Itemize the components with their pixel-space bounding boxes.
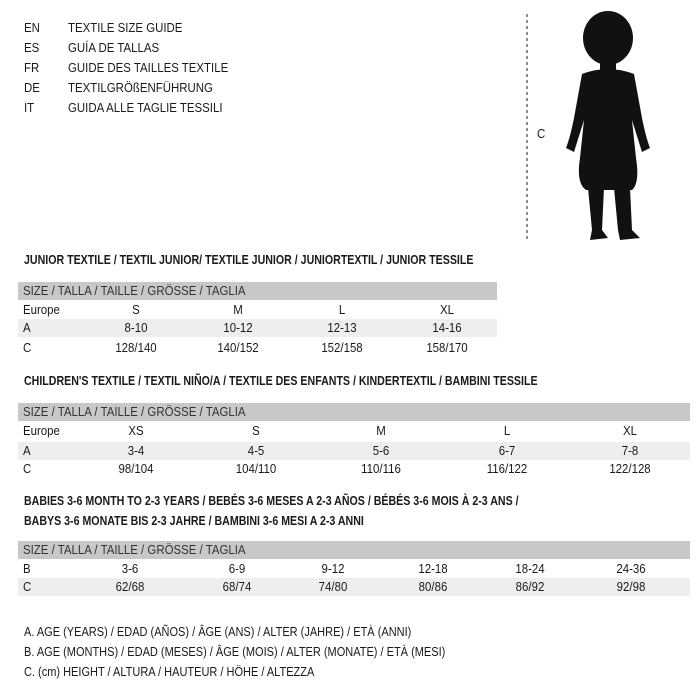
table-cell: 5-6 <box>372 443 390 458</box>
table-cell: 8-10 <box>124 320 148 335</box>
table-cell: 140/152 <box>217 340 259 355</box>
row-label: C <box>23 340 32 355</box>
language-code: DE <box>24 80 40 95</box>
language-title: TEXTILE SIZE GUIDE <box>68 20 183 35</box>
language-title: TEXTILGRÖßENFÜHRUNG <box>68 80 213 95</box>
language-line: FR GUIDE DES TAILLES TEXTILE <box>0 60 400 76</box>
size-header-label: SIZE / TALLA / TAILLE / GRÖSSE / TAGLIA <box>23 283 246 298</box>
table-cell: 80/86 <box>418 579 448 594</box>
size-header-bar: SIZE / TALLA / TAILLE / GRÖSSE / TAGLIA <box>18 282 497 300</box>
language-code: FR <box>24 60 40 75</box>
table-row: A 3-4 4-5 5-6 6-7 7-8 <box>18 442 690 460</box>
table-row: B 3-6 6-9 9-12 12-18 18-24 24-36 <box>18 560 690 578</box>
table-title: BABIES 3-6 MONTH TO 2-3 YEARS / BEBÉS 3-… <box>24 494 519 508</box>
table-cell: 62/68 <box>115 579 145 594</box>
table-cell: 6-7 <box>498 443 516 458</box>
language-code: IT <box>24 100 35 115</box>
table-row: Europe S M L XL <box>18 301 497 319</box>
table-cell: 9-12 <box>321 561 345 576</box>
table-row: C 62/68 68/74 74/80 80/86 86/92 92/98 <box>18 578 690 596</box>
legend-line: A. AGE (YEARS) / EDAD (AÑOS) / ÂGE (ANS)… <box>24 625 412 639</box>
language-title: GUIDE DES TAILLES TEXTILE <box>68 60 229 75</box>
size-header-bar: SIZE / TALLA / TAILLE / GRÖSSE / TAGLIA <box>18 403 690 421</box>
table-cell: M <box>376 423 386 438</box>
language-code: EN <box>24 20 40 35</box>
legend-line: B. AGE (MONTHS) / EDAD (MESES) / ÂGE (MO… <box>24 645 446 659</box>
table-cell: S <box>252 423 260 438</box>
table-cell: 6-9 <box>228 561 246 576</box>
table-cell: 7-8 <box>621 443 639 458</box>
table-cell: 68/74 <box>222 579 252 594</box>
row-label: C <box>23 461 32 476</box>
table-cell: L <box>503 423 511 438</box>
size-header-label: SIZE / TALLA / TAILLE / GRÖSSE / TAGLIA <box>23 542 246 557</box>
language-line: EN TEXTILE SIZE GUIDE <box>0 20 400 36</box>
table-row: C 98/104 104/110 110/116 116/122 122/128 <box>18 460 690 478</box>
table-cell: 18-24 <box>515 561 545 576</box>
table-cell: 158/170 <box>426 340 468 355</box>
table-cell: 4-5 <box>247 443 265 458</box>
table-cell: XL <box>440 302 454 317</box>
language-line: DE TEXTILGRÖßENFÜHRUNG <box>0 80 400 96</box>
row-label: A <box>23 320 31 335</box>
legend-line: C. (cm) HEIGHT / ALTURA / HAUTEUR / HÖHE… <box>24 665 315 679</box>
table-cell: 10-12 <box>223 320 253 335</box>
table-cell: 3-4 <box>127 443 145 458</box>
language-title: GUIDA ALLE TAGLIE TESSILI <box>68 100 223 115</box>
table-cell: 12-18 <box>418 561 448 576</box>
table-cell: 74/80 <box>318 579 348 594</box>
table-cell: 122/128 <box>609 461 651 476</box>
row-label: Europe <box>23 423 60 438</box>
table-title-line2: BABYS 3-6 MONATE BIS 2-3 JAHRE / BAMBINI… <box>24 514 364 528</box>
row-label: Europe <box>23 302 60 317</box>
table-title: CHILDREN'S TEXTILE / TEXTIL NIÑO/A / TEX… <box>24 374 538 388</box>
row-label: B <box>23 561 31 576</box>
table-cell: 14-16 <box>432 320 462 335</box>
row-label: A <box>23 443 31 458</box>
table-cell: L <box>338 302 346 317</box>
table-row: A 8-10 10-12 12-13 14-16 <box>18 319 497 337</box>
table-title: JUNIOR TEXTILE / TEXTIL JUNIOR/ TEXTILE … <box>24 253 474 267</box>
language-title: GUÍA DE TALLAS <box>68 40 160 55</box>
table-cell: 110/116 <box>361 461 401 476</box>
table-cell: 24-36 <box>616 561 646 576</box>
height-measure-label: C <box>537 126 546 141</box>
table-cell: 86/92 <box>515 579 545 594</box>
size-header-label: SIZE / TALLA / TAILLE / GRÖSSE / TAGLIA <box>23 404 246 419</box>
child-silhouette-icon <box>526 11 650 242</box>
table-cell: 12-13 <box>327 320 357 335</box>
size-header-bar: SIZE / TALLA / TAILLE / GRÖSSE / TAGLIA <box>18 541 690 559</box>
language-code: ES <box>24 40 40 55</box>
language-line: IT GUIDA ALLE TAGLIE TESSILI <box>0 100 400 116</box>
table-cell: S <box>132 302 140 317</box>
table-cell: XS <box>128 423 144 438</box>
table-cell: 152/158 <box>321 340 363 355</box>
table-cell: 98/104 <box>118 461 154 476</box>
row-label: C <box>23 579 32 594</box>
table-cell: 104/110 <box>235 461 277 476</box>
table-cell: 116/122 <box>486 461 528 476</box>
table-cell: 3-6 <box>121 561 139 576</box>
table-cell: 128/140 <box>115 340 157 355</box>
language-line: ES GUÍA DE TALLAS <box>0 40 400 56</box>
table-cell: XL <box>623 423 637 438</box>
table-cell: 92/98 <box>616 579 646 594</box>
table-cell: M <box>233 302 243 317</box>
table-row: Europe XS S M L XL <box>18 422 690 440</box>
table-row: C 128/140 140/152 152/158 158/170 <box>18 339 497 357</box>
